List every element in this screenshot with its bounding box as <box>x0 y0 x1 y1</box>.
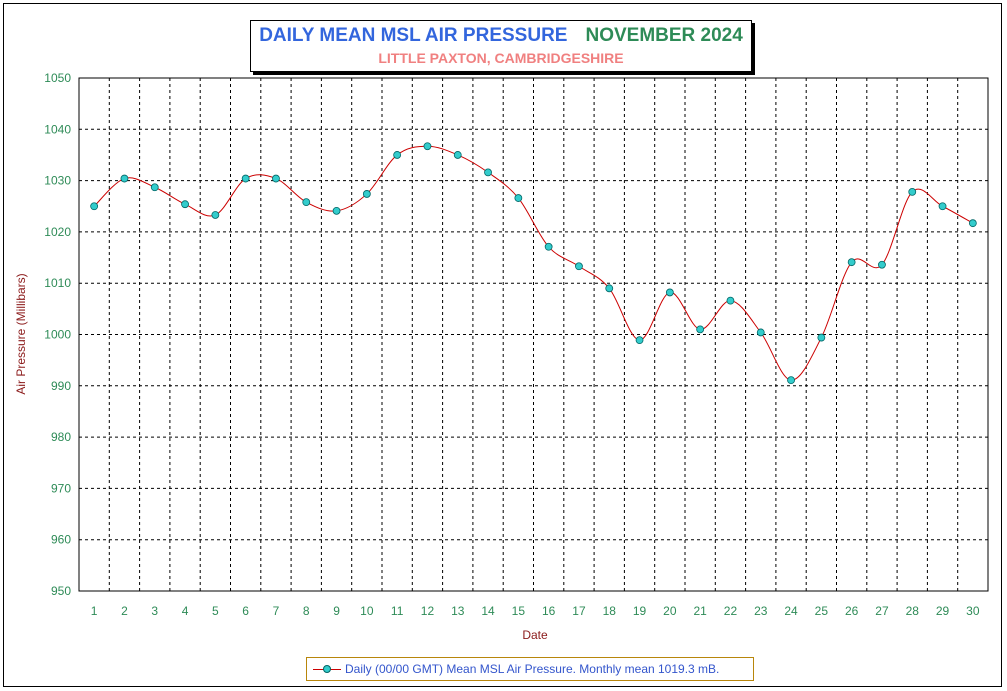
x-tick-labels: 1 2 3 4 5 6 7 8 9 10 11 12 13 14 15 16 17 18 19 20 21 22 23 24 2… <box>91 604 980 618</box>
y-tick-label: 1010 <box>44 276 71 290</box>
data-point <box>90 202 99 211</box>
data-point <box>878 260 886 269</box>
x-tick-label: 11 <box>391 604 404 618</box>
x-tick-label: 4 <box>182 604 189 618</box>
x-tick-label: 9 <box>333 604 340 618</box>
data-point <box>968 219 977 228</box>
x-tick-label: 8 <box>303 604 310 618</box>
y-tick-label: 950 <box>51 584 71 598</box>
data-point <box>453 151 462 159</box>
data-point <box>665 288 674 297</box>
data-point <box>544 242 553 251</box>
data-point <box>605 284 614 293</box>
x-tick-label: 23 <box>754 604 768 618</box>
data-point <box>514 194 523 202</box>
title-main: DAILY MEAN MSL AIR PRESSURE <box>259 25 568 46</box>
x-tick-label: 22 <box>724 604 738 618</box>
data-point <box>817 333 826 342</box>
data-point <box>362 190 371 198</box>
x-tick-label: 21 <box>693 604 707 618</box>
x-tick-label: 3 <box>151 604 158 618</box>
y-tick-label: 1040 <box>44 122 71 136</box>
data-point <box>575 262 583 271</box>
chart-subtitle: LITTLE PAXTON, CAMBRIDGESHIRE <box>378 50 624 66</box>
x-tick-label: 26 <box>845 604 859 618</box>
x-tick-label: 17 <box>572 604 586 618</box>
x-tick-label: 25 <box>815 604 829 618</box>
y-tick-labels: 950 960 970 980 990 1000 1010 1020 1030 1040 1050 <box>44 71 71 598</box>
x-tick-label: 29 <box>936 604 950 618</box>
data-point <box>726 296 735 305</box>
data-point <box>393 151 402 159</box>
legend: Daily (00/00 GMT) Mean MSL Air Pressure.… <box>306 657 754 681</box>
x-tick-label: 2 <box>121 604 128 618</box>
data-point <box>120 174 129 183</box>
x-tick-label: 16 <box>542 604 556 618</box>
x-axis-title: Date <box>522 628 548 642</box>
y-tick-label: 960 <box>51 533 71 547</box>
x-tick-label: 7 <box>273 604 280 618</box>
data-point <box>756 328 765 337</box>
x-tick-label: 5 <box>212 604 219 618</box>
x-tick-label: 24 <box>784 604 798 618</box>
title-month: NOVEMBER 2024 <box>585 25 743 46</box>
x-tick-label: 20 <box>663 604 677 618</box>
y-tick-label: 1030 <box>44 174 71 188</box>
data-point <box>211 211 220 219</box>
x-tick-label: 28 <box>906 604 920 618</box>
data-point <box>181 200 189 209</box>
data-point <box>484 168 492 177</box>
grid <box>79 78 988 591</box>
x-tick-label: 1 <box>91 604 98 618</box>
chart-title: DAILY MEAN MSL AIR PRESSURE NOVEMBER 2024 <box>251 25 751 47</box>
data-point <box>150 183 159 192</box>
x-tick-label: 14 <box>481 604 495 618</box>
x-tick-label: 13 <box>451 604 465 618</box>
data-point <box>787 376 795 385</box>
x-tick-label: 19 <box>633 604 647 618</box>
x-tick-label: 6 <box>242 604 249 618</box>
data-point <box>272 174 280 183</box>
data-point <box>423 142 432 151</box>
x-tick-label: 30 <box>966 604 980 618</box>
title-box: DAILY MEAN MSL AIR PRESSURE NOVEMBER 2024… <box>250 20 752 72</box>
y-tick-label: 980 <box>51 430 71 444</box>
x-tick-label: 10 <box>360 604 374 618</box>
data-point <box>938 202 947 211</box>
data-point <box>635 336 644 345</box>
y-tick-label: 990 <box>51 379 71 393</box>
legend-marker-icon <box>323 665 331 673</box>
data-point <box>302 198 311 207</box>
data-point <box>332 206 341 215</box>
x-tick-label: 15 <box>512 604 526 618</box>
data-point <box>696 325 705 334</box>
legend-label: Daily (00/00 GMT) Mean MSL Air Pressure.… <box>345 662 720 676</box>
y-tick-label: 970 <box>51 481 71 495</box>
data-point <box>241 174 250 183</box>
y-tick-label: 1000 <box>44 328 71 342</box>
x-tick-label: 27 <box>875 604 889 618</box>
plot-area-border <box>78 77 989 592</box>
x-tick-label: 18 <box>603 604 617 618</box>
x-tick-label: 12 <box>421 604 435 618</box>
data-point <box>908 187 917 196</box>
y-tick-label: 1020 <box>44 225 71 239</box>
y-tick-label: 1050 <box>44 71 71 85</box>
series-markers <box>90 142 977 385</box>
y-axis-title: Air Pressure (Millibars) <box>14 273 28 394</box>
data-point <box>847 258 856 267</box>
